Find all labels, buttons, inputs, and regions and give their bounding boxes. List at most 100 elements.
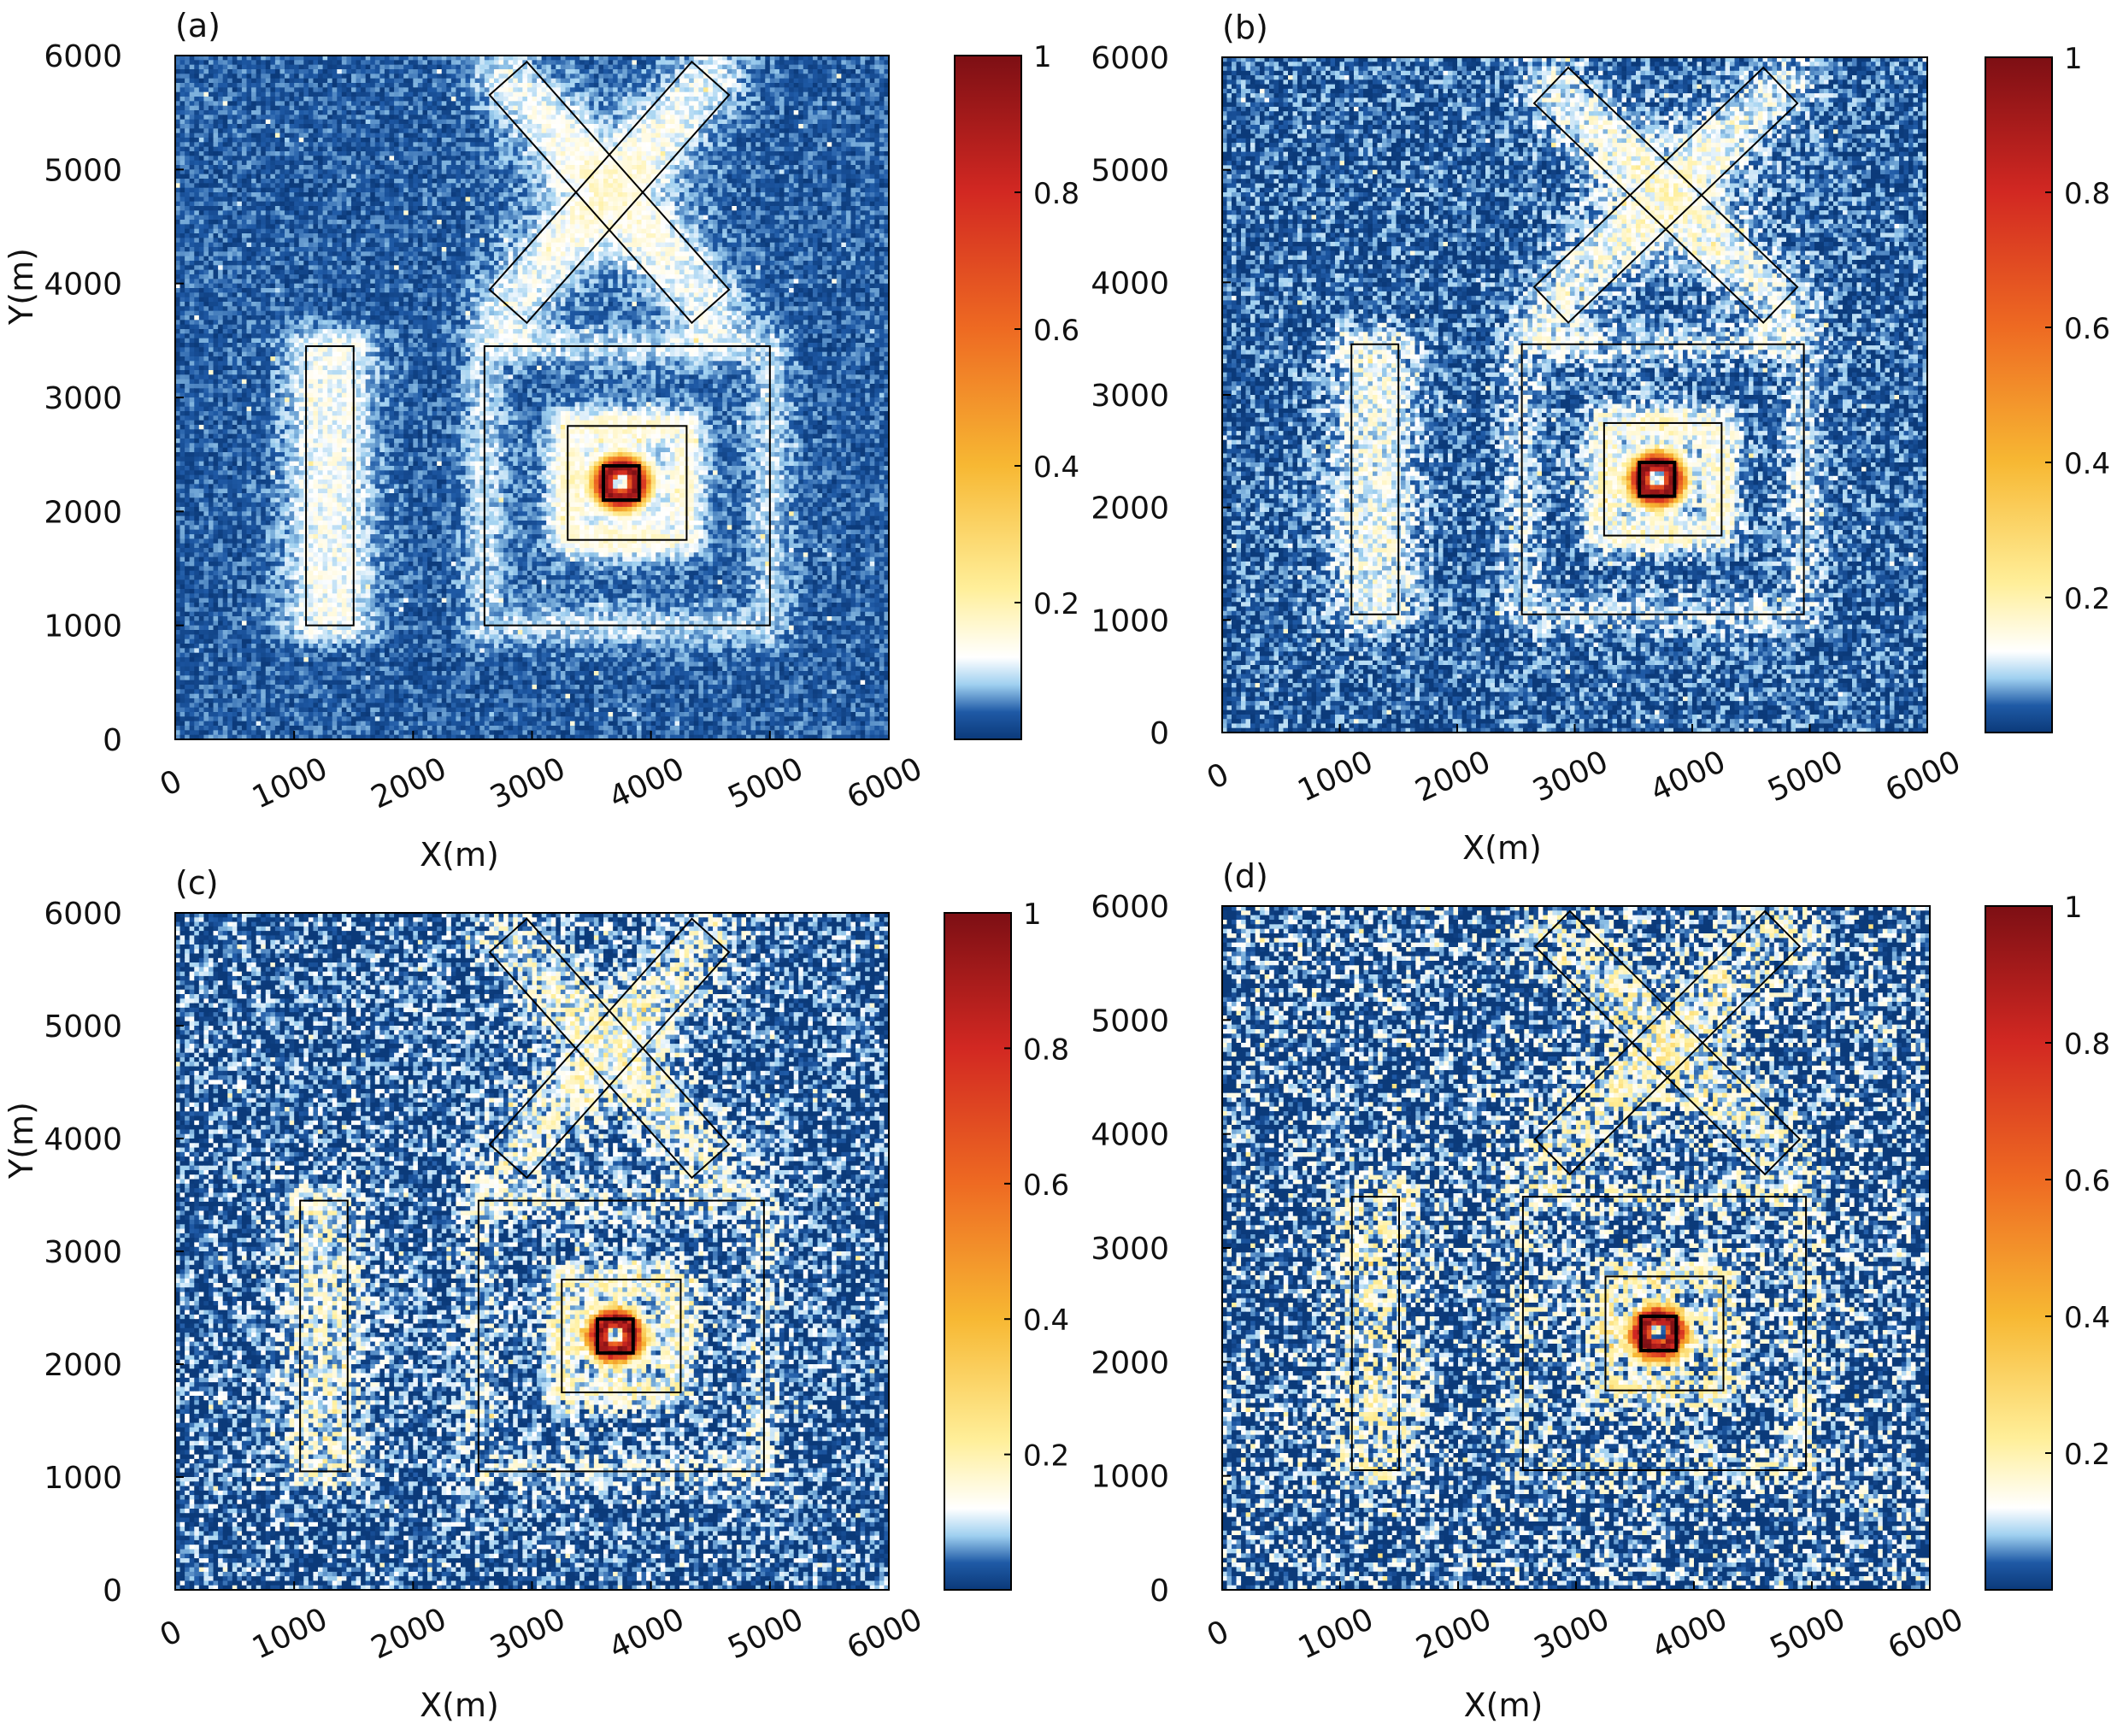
- heatmap-cell: [390, 60, 395, 65]
- heatmap-cell: [190, 65, 195, 70]
- heatmap-cell: [789, 60, 794, 65]
- heatmap-cells: [175, 56, 890, 740]
- heatmap-cell: [327, 65, 332, 70]
- heatmap-cell: [332, 60, 338, 65]
- heatmap-cell: [356, 65, 362, 70]
- heatmap-cell: [713, 60, 718, 65]
- heatmap-cell: [203, 60, 209, 65]
- heatmap-cell: [270, 65, 275, 70]
- heatmap-cell: [727, 60, 732, 65]
- heatmap-cell: [275, 69, 280, 74]
- heatmap-cell: [575, 65, 580, 70]
- heatmap-cell: [185, 65, 190, 70]
- heatmap-cell: [242, 65, 247, 70]
- heatmap-cell: [622, 65, 627, 70]
- heatmap-cell: [323, 60, 328, 65]
- heatmap-cell: [627, 65, 632, 70]
- heatmap-cell: [542, 60, 547, 65]
- heatmap-cell: [503, 65, 509, 70]
- heatmap-cell: [665, 60, 670, 65]
- heatmap-cell: [180, 60, 185, 65]
- heatmap-cell: [266, 60, 271, 65]
- heatmap-cell: [456, 65, 461, 70]
- heatmap-cell: [513, 60, 518, 65]
- heatmap-cell: [485, 60, 490, 65]
- heatmap-cell: [703, 65, 709, 70]
- heatmap-cell: [813, 65, 818, 70]
- heatmap-cell: [798, 65, 803, 70]
- heatmap-cell: [237, 60, 242, 65]
- heatmap-cell: [418, 65, 423, 70]
- heatmap-cell: [722, 65, 727, 70]
- heatmap-cell: [361, 69, 366, 74]
- heatmap-cell: [199, 60, 204, 65]
- heatmap-cell: [603, 65, 609, 70]
- heatmap-cell: [537, 65, 542, 70]
- heatmap-cell: [870, 65, 875, 70]
- heatmap-cell: [332, 65, 338, 70]
- heatmap-cell: [770, 65, 775, 70]
- heatmap-cell: [565, 60, 570, 65]
- heatmap-cell: [361, 60, 366, 65]
- heatmap-cell: [856, 60, 861, 65]
- heatmap-cell: [741, 65, 746, 70]
- heatmap-cell: [399, 65, 404, 70]
- heatmap-cell: [774, 60, 779, 65]
- heatmap-cell: [627, 60, 632, 65]
- heatmap-cell: [394, 60, 399, 65]
- heatmap-cell: [427, 60, 432, 65]
- heatmap-cell: [180, 69, 185, 74]
- heatmap-cell: [237, 69, 242, 74]
- heatmap-cell: [337, 60, 342, 65]
- heatmap-cell: [223, 69, 228, 74]
- heatmap-cell: [309, 65, 314, 70]
- heatmap-cell: [594, 65, 599, 70]
- heatmap-cell: [632, 65, 637, 70]
- heatmap-cell: [227, 60, 232, 65]
- heatmap-cell: [261, 65, 266, 70]
- heatmap-cell: [214, 69, 219, 74]
- heatmap-cell: [646, 60, 651, 65]
- heatmap-cell: [751, 65, 756, 70]
- heatmap-cell: [351, 60, 356, 65]
- heatmap-cell: [290, 65, 295, 70]
- heatmap-cell: [827, 65, 832, 70]
- heatmap-cell: [661, 60, 666, 65]
- heatmap-cell: [451, 60, 456, 65]
- heatmap-cell: [266, 69, 271, 74]
- heatmap-cell: [779, 60, 785, 65]
- heatmap-cell: [765, 65, 770, 70]
- heatmap-cell: [370, 60, 375, 65]
- heatmap-cell: [313, 65, 318, 70]
- heatmap-cell: [798, 60, 803, 65]
- heatmap-cell: [285, 69, 290, 74]
- heatmap-cell: [832, 65, 837, 70]
- heatmap-cell: [837, 65, 842, 70]
- heatmap-cell: [494, 60, 499, 65]
- heatmap-cell: [327, 69, 332, 74]
- heatmap-cell: [356, 69, 362, 74]
- heatmap-cell: [294, 60, 299, 65]
- heatmap-cell: [199, 65, 204, 70]
- heatmap-cell: [466, 60, 471, 65]
- heatmap-cell: [375, 65, 380, 70]
- heatmap-cell: [242, 60, 247, 65]
- heatmap-cell: [556, 60, 561, 65]
- heatmap-cell: [299, 65, 304, 70]
- heatmap-cell: [399, 60, 404, 65]
- heatmap-cell: [718, 60, 723, 65]
- heatmap-cell: [708, 60, 713, 65]
- heatmap-cell: [756, 65, 761, 70]
- heatmap-cell: [446, 60, 451, 65]
- heatmap-cell: [313, 60, 318, 65]
- heatmap-cell: [403, 69, 409, 74]
- heatmap-cell: [409, 65, 414, 70]
- heatmap-cell: [585, 60, 590, 65]
- heatmap-cell: [461, 60, 466, 65]
- heatmap-cell: [413, 60, 418, 65]
- heatmap-cell: [808, 65, 813, 70]
- heatmap-cell: [575, 60, 580, 65]
- heatmap-cell: [642, 60, 647, 65]
- heatmap-cell: [870, 60, 875, 65]
- heatmap-cell: [346, 65, 351, 70]
